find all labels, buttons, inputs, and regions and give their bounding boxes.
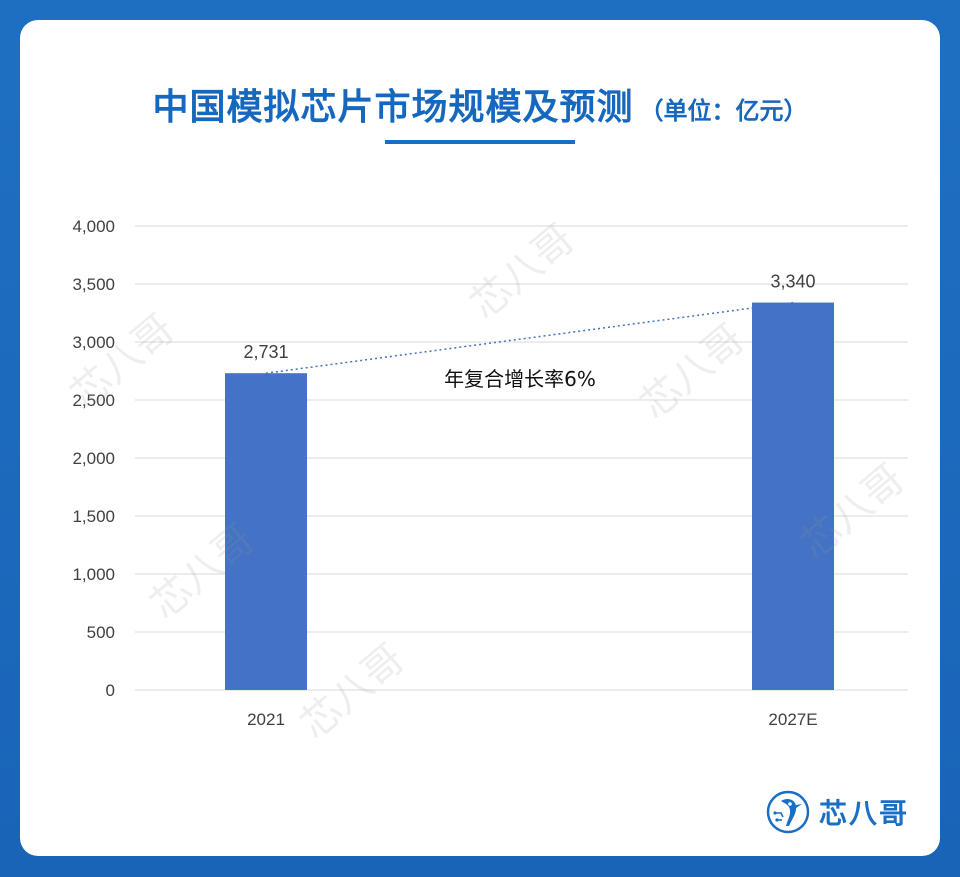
chart-title-row: 中国模拟芯片市场规模及预测 （单位：亿元）: [20, 78, 940, 138]
chart-unit: （单位：亿元）: [639, 97, 808, 125]
y-tick-label: 1,000: [72, 565, 115, 584]
cagr-annotation: 年复合增长率6%: [444, 367, 596, 391]
trend-line: [265, 301, 794, 374]
bar: [752, 302, 834, 690]
y-tick-label: 3,500: [72, 275, 115, 294]
chart-title: 中国模拟芯片市场规模及预测: [152, 87, 634, 128]
y-tick-label: 4,000: [72, 217, 115, 236]
y-tick-label: 3,000: [72, 333, 115, 352]
y-tick-label: 2,500: [72, 391, 115, 410]
chart-card: 0 500 1,000 1,500 2,000 2,500 3,000 3,500 4,000 2…: [20, 20, 940, 856]
brand-name: 芯八哥: [819, 797, 910, 830]
x-tick-label: 2027E: [768, 710, 817, 729]
y-tick-label: 1,500: [72, 507, 115, 526]
bar-chart: 0 500 1,000 1,500 2,000 2,500 3,000 3,500 4,000 2…: [72, 217, 908, 729]
y-tick-label: 2,000: [72, 449, 115, 468]
bird-logo-icon: [766, 790, 810, 834]
data-label: 3,340: [770, 272, 815, 292]
bar: [225, 373, 307, 690]
brand-logo: 芯八哥: [765, 788, 909, 836]
x-tick-label: 2021: [247, 710, 285, 729]
y-tick-label: 500: [87, 623, 115, 642]
y-tick-label: 0: [106, 681, 115, 700]
data-label: 2,731: [243, 342, 288, 362]
title-underline: [385, 140, 575, 144]
